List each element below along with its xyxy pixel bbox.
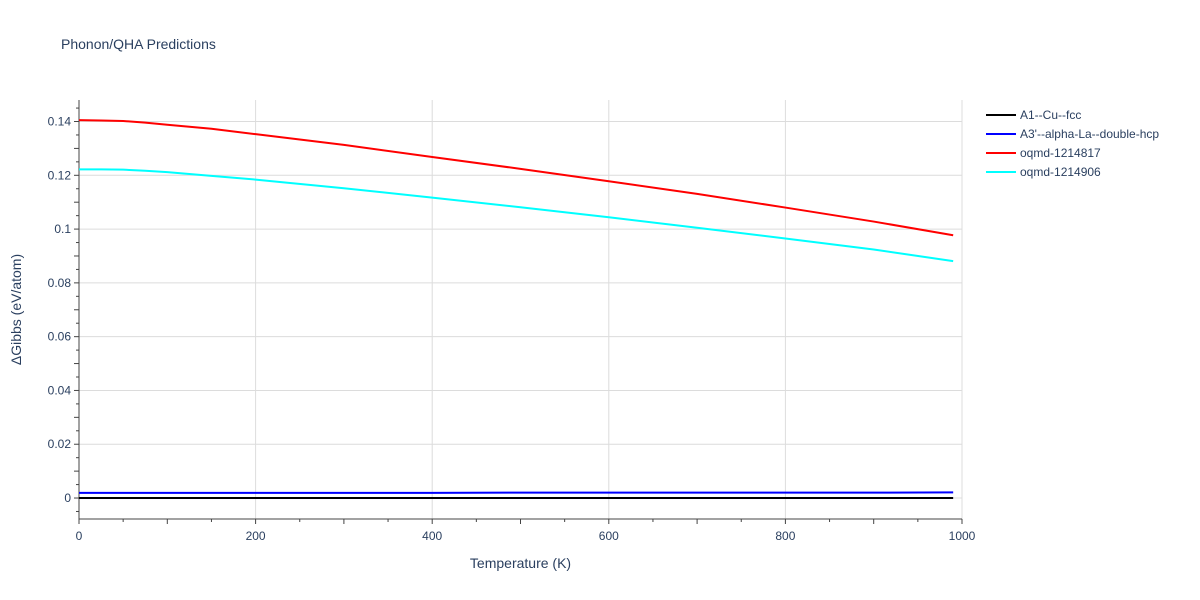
series-line-A3'--alpha-La--double-hcp[interactable] (79, 491, 954, 494)
x-tick-label: 600 (599, 529, 619, 543)
y-tick-label: 0.08 (48, 276, 72, 290)
legend-label: oqmd-1214906 (1020, 165, 1101, 179)
chart-title: Phonon/QHA Predictions (61, 36, 216, 52)
legend-label: A3'--alpha-La--double-hcp (1020, 127, 1159, 141)
y-tick-label: 0 (64, 491, 71, 505)
x-tick-label: 400 (422, 529, 442, 543)
legend-item[interactable]: A1--Cu--fcc (986, 108, 1081, 122)
x-tick-label: 1000 (949, 529, 976, 543)
y-tick-label: 0.04 (48, 383, 72, 397)
legend-item[interactable]: A3'--alpha-La--double-hcp (986, 127, 1159, 141)
axes: 0 200 400 600 800 1000 0 0.02 0.04 0.06 0.08 0.1 0.1… (48, 100, 976, 543)
series-group (78, 119, 954, 500)
legend[interactable]: A1--Cu--fcc A3'--alpha-La--double-hcp oqmd… (986, 108, 1159, 179)
x-axis-title: Temperature (K) (470, 555, 571, 571)
y-tick-label: 0.14 (48, 115, 72, 129)
legend-label: A1--Cu--fcc (1020, 108, 1081, 122)
y-tick-label: 0.06 (48, 330, 72, 344)
x-tick-label: 200 (246, 529, 266, 543)
x-tick-label: 0 (76, 529, 83, 543)
y-axis-title: ΔGibbs (eV/atom) (8, 254, 24, 365)
series-line-oqmd-1214906[interactable] (79, 168, 954, 263)
series-line-oqmd-1214817[interactable] (78, 119, 954, 237)
grid (79, 100, 963, 519)
y-tick-label: 0.12 (48, 168, 72, 182)
legend-label: oqmd-1214817 (1020, 146, 1101, 160)
y-tick-label: 0.1 (54, 222, 71, 236)
legend-item[interactable]: oqmd-1214817 (986, 146, 1101, 160)
legend-item[interactable]: oqmd-1214906 (986, 165, 1101, 179)
y-tick-label: 0.02 (48, 437, 72, 451)
x-tick-label: 800 (775, 529, 795, 543)
